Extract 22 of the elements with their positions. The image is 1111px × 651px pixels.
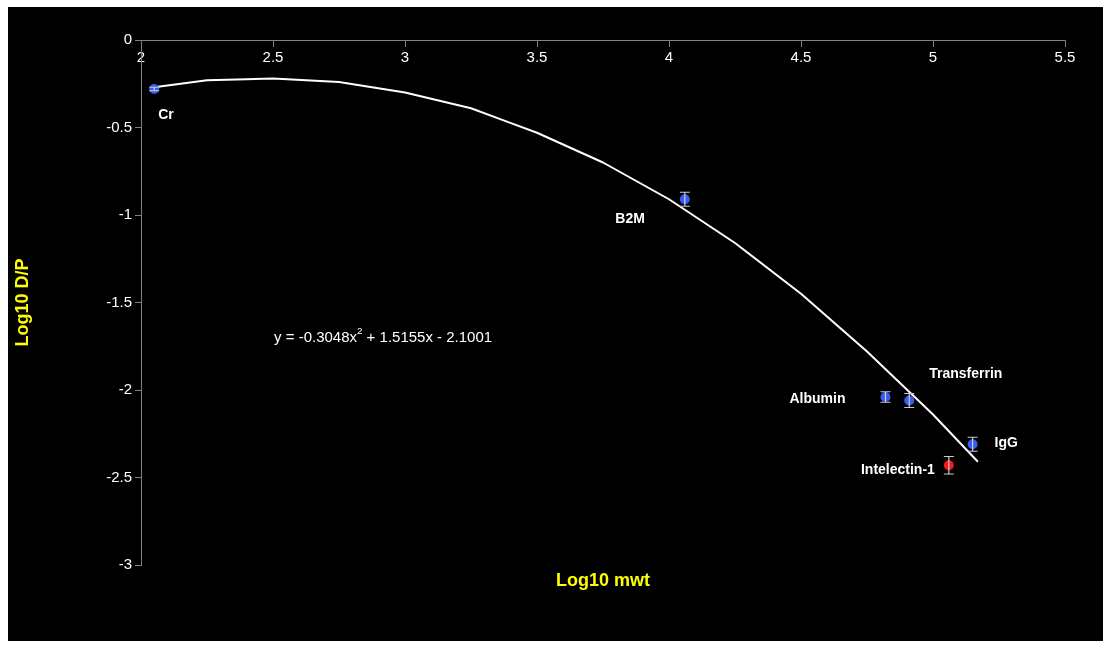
y-tick-label: -1 [118,205,132,223]
x-axis-title: Log10 mwt [555,569,651,590]
x-tick-label: 4 [664,48,674,66]
y-axis-title: Log10 D/P [11,258,32,347]
y-tick-label: -2 [118,380,132,398]
y-tick-label: -1.5 [106,292,132,310]
y-tick-label: -2.5 [106,467,132,485]
series-label: Transferrin [929,365,1003,382]
x-tick-label: 5 [928,48,938,66]
series-label: IgG [994,434,1019,451]
x-tick-label: 2.5 [262,48,284,66]
text: Albumin [789,389,846,406]
y-tick-label: -3 [118,555,132,573]
y-tick-label: -0.5 [106,117,132,135]
text: B2M [615,210,645,227]
x-tick-label: 3 [400,48,410,66]
y-tick-label: 0 [123,30,132,48]
x-tick-label: 3.5 [526,48,548,66]
x-tick-label: 4.5 [790,48,812,66]
series-label: Intelectin-1 [860,461,936,478]
x-tick-label: 5.5 [1054,48,1076,66]
series-label: Cr [158,105,175,122]
